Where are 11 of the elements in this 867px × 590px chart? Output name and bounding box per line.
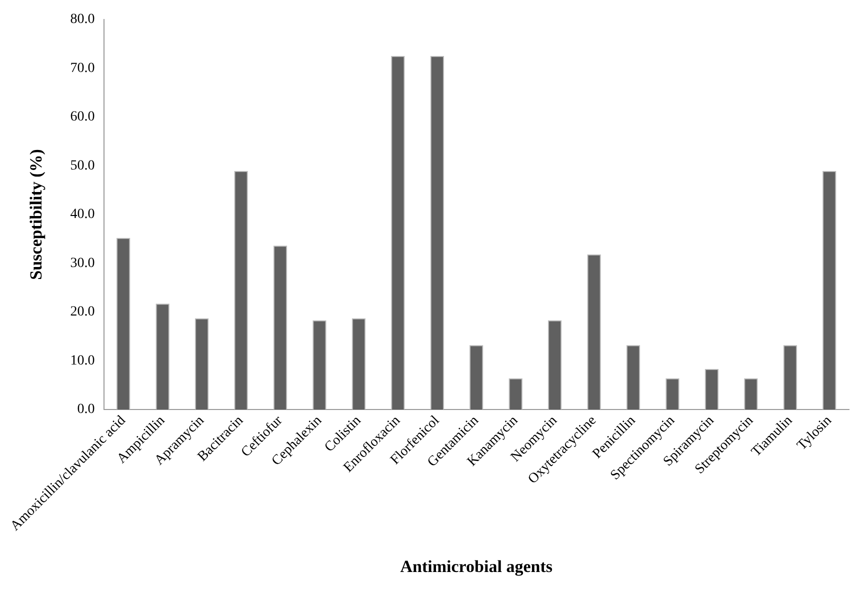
y-tick-label: 70.0 [70, 60, 95, 76]
y-axis-title: Susceptibility (%) [26, 149, 46, 280]
y-tick-label: 30.0 [70, 256, 95, 271]
x-axis-title: Antimicrobial agents [400, 557, 553, 576]
y-tick-label: 50.0 [70, 158, 95, 174]
y-tick-label: 60.0 [70, 110, 95, 125]
y-tick-label: 0.0 [77, 402, 95, 418]
y-tick-label: 20.0 [70, 304, 95, 320]
y-tick-label: 40.0 [70, 207, 95, 222]
y-tick-label: 10.0 [70, 353, 95, 368]
y-tick-label: 80.0 [70, 12, 95, 28]
